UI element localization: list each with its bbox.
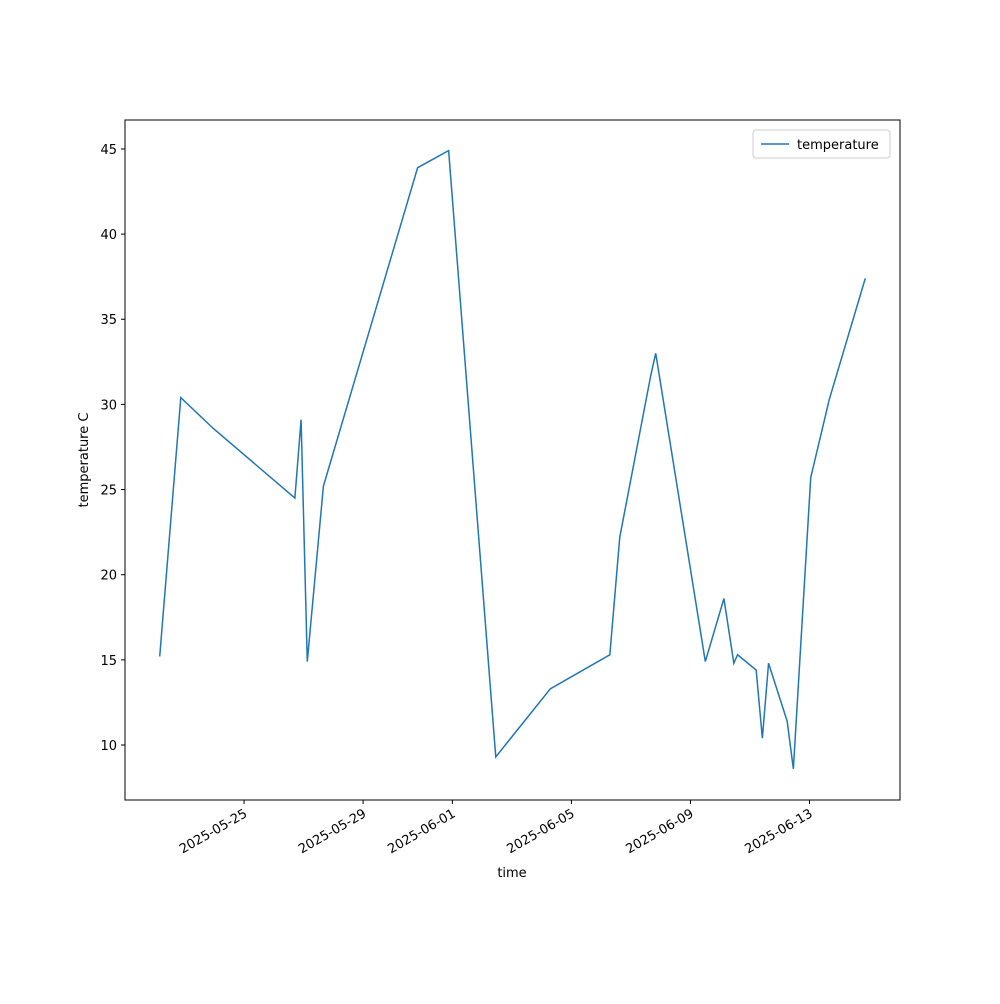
x-tick-label: 2025-06-09 [624,806,697,857]
legend-box [752,129,891,159]
x-axis-label: time [497,866,526,881]
y-tick-label: 25 [100,484,117,499]
x-tick-label: 2025-05-29 [296,806,369,857]
y-tick-label: 35 [100,313,117,328]
plot-frame [124,119,901,801]
y-tick-label: 10 [100,739,117,754]
y-tick-label: 40 [100,228,117,243]
y-tick-label: 45 [100,143,117,158]
y-tick-label: 20 [100,569,117,584]
legend-label: temperature [797,138,879,153]
y-tick-label: 15 [100,654,117,669]
x-tick-label: 2025-05-25 [177,806,250,857]
x-tick-label: 2025-06-01 [385,806,458,857]
x-tick-label: 2025-06-13 [743,806,816,857]
x-tick-label: 2025-06-05 [504,806,577,857]
y-axis-label: temperature C [77,413,92,508]
line-series [158,149,866,769]
y-tick-label: 30 [100,398,117,413]
